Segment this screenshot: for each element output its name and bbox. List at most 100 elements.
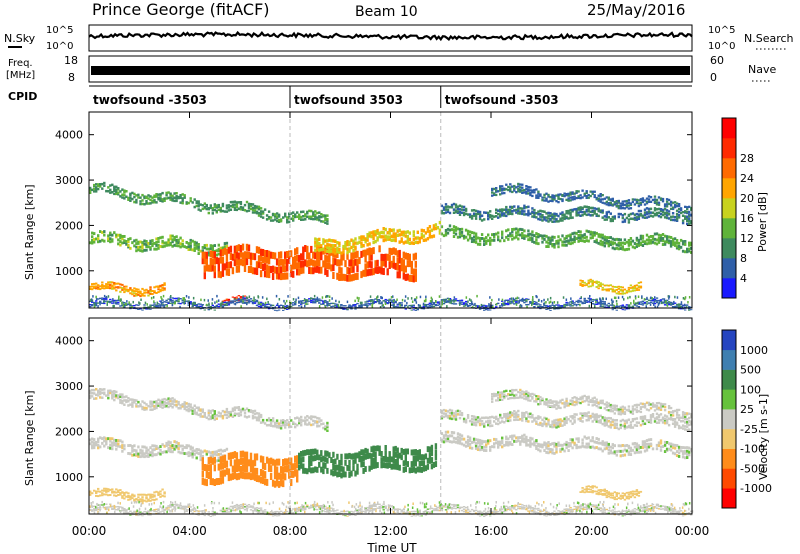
heat-cell	[308, 300, 311, 302]
heat-cell	[382, 462, 385, 468]
heat-cell	[338, 306, 341, 308]
heat-cell	[298, 419, 301, 423]
heat-cell	[583, 281, 586, 284]
heat-cell	[201, 470, 204, 478]
heat-cell	[269, 251, 273, 259]
heat-speck	[283, 299, 285, 303]
heat-cell	[340, 453, 343, 460]
heat-cell	[167, 301, 170, 303]
heat-cell	[583, 192, 586, 195]
heat-cell	[121, 235, 124, 238]
heat-cell	[639, 203, 643, 206]
heat-cell	[669, 301, 673, 304]
heat-cell	[294, 303, 297, 305]
heat-cell	[235, 302, 239, 304]
heat-speck	[371, 305, 374, 308]
heat-cell	[464, 228, 468, 232]
heat-cell	[362, 455, 365, 461]
heat-cell	[607, 289, 610, 292]
heat-cell	[565, 243, 568, 247]
heat-cell	[211, 450, 214, 454]
heat-cell	[243, 258, 247, 265]
heat-cell	[547, 238, 550, 242]
heat-cell	[131, 398, 134, 401]
heat-cell	[497, 445, 500, 449]
heat-cell	[434, 454, 438, 461]
heat-cell	[342, 246, 345, 251]
heat-cell	[109, 237, 112, 241]
heat-cell	[525, 213, 528, 216]
heat-cell	[273, 252, 277, 260]
heat-cell	[483, 445, 486, 449]
heat-speck	[103, 300, 105, 304]
heat-cell	[637, 301, 641, 303]
heat-cell	[651, 240, 655, 244]
heat-cell	[637, 199, 641, 202]
heat-cell	[585, 239, 588, 243]
heat-cell	[633, 303, 637, 305]
heat-cell	[623, 207, 627, 210]
heat-speck	[234, 302, 237, 306]
heat-cell	[688, 213, 691, 216]
heat-cell	[251, 208, 255, 211]
heat-cell	[659, 215, 663, 219]
heat-cell	[450, 434, 454, 438]
heat-cell	[641, 234, 645, 238]
heat-cell	[189, 245, 192, 248]
heat-cell	[487, 233, 490, 237]
heat-cell	[671, 240, 675, 244]
heat-cell	[219, 246, 222, 250]
heat-cell	[571, 232, 574, 236]
heat-cell	[414, 309, 417, 311]
heat-cell	[91, 392, 94, 395]
heat-cell	[653, 207, 657, 210]
heat-cell	[197, 408, 200, 412]
heat-cell	[408, 241, 411, 245]
heat-cell	[641, 199, 645, 202]
heat-cell	[468, 439, 472, 443]
heat-cell	[308, 217, 311, 220]
heat-cell	[99, 230, 102, 233]
heat-cell	[223, 299, 227, 301]
heat-cell	[318, 417, 321, 420]
heat-cell	[587, 445, 590, 449]
heat-cell	[89, 186, 92, 190]
heat-cell	[487, 441, 490, 445]
heat-cell	[655, 213, 659, 217]
heat-cell	[651, 302, 655, 304]
heat-cell	[93, 446, 96, 450]
heat-cell	[153, 407, 156, 410]
heat-cell	[306, 215, 309, 218]
heat-cell	[324, 261, 327, 269]
heat-cell	[571, 305, 574, 307]
heat-cell	[631, 200, 635, 204]
heat-cell	[326, 424, 329, 427]
heat-cell	[659, 212, 663, 216]
heat-cell	[681, 452, 685, 456]
heat-cell	[195, 246, 198, 250]
heat-cell	[667, 198, 671, 202]
heat-cell	[225, 241, 229, 245]
heat-cell	[243, 301, 247, 303]
heat-cell	[617, 241, 620, 245]
heat-speck	[132, 300, 134, 304]
heat-cell	[288, 305, 291, 308]
heat-cell	[169, 441, 172, 445]
heat-cell	[611, 218, 614, 221]
heat-speck	[383, 306, 385, 309]
heat-cell	[627, 239, 631, 242]
heat-speck	[543, 298, 545, 302]
heat-cell	[450, 431, 454, 434]
heat-cell	[422, 465, 426, 472]
heat-cell	[209, 415, 212, 419]
heat-cell	[559, 197, 562, 201]
heat-cell	[597, 194, 600, 197]
heat-cell	[215, 304, 218, 307]
heat-cell	[667, 235, 671, 239]
heat-cell	[133, 444, 136, 448]
heat-cell	[688, 450, 691, 454]
heat-cell	[89, 241, 92, 245]
heat-cell	[637, 446, 641, 450]
heat-cell	[380, 253, 383, 261]
heat-cell	[509, 212, 512, 215]
